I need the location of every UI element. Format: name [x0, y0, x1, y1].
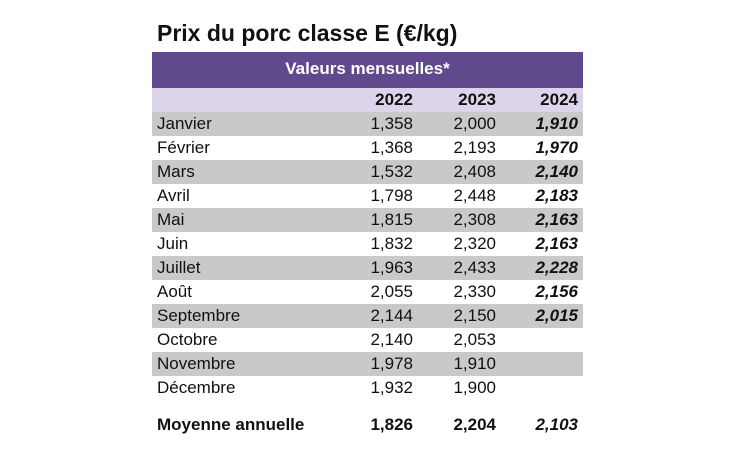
footer-value: 2,103 [535, 415, 578, 434]
month-label: Janvier [157, 114, 212, 133]
value-cell: 2,053 [453, 330, 496, 349]
value-cell: 1,832 [370, 234, 413, 253]
value-cell: 2,140 [370, 330, 413, 349]
value-cell: 1,910 [453, 354, 496, 373]
caption-band [152, 52, 583, 88]
value-cell: 1,368 [370, 138, 413, 157]
row-band [152, 352, 583, 376]
value-cell: 2,433 [453, 258, 496, 277]
column-header: 2022 [375, 90, 413, 109]
row-band [152, 160, 583, 184]
month-label: Octobre [157, 330, 218, 349]
value-cell: 1,932 [370, 378, 413, 397]
value-cell: 1,963 [370, 258, 413, 277]
row-band [152, 256, 583, 280]
month-label: Novembre [157, 354, 236, 373]
value-cell: 1,970 [535, 138, 578, 157]
value-cell: 2,163 [535, 234, 578, 253]
value-cell: 1,358 [370, 114, 413, 133]
value-cell: 1,798 [370, 186, 413, 205]
value-cell: 2,144 [370, 306, 413, 325]
month-label: Août [157, 282, 192, 301]
value-cell: 1,910 [535, 114, 578, 133]
value-cell: 2,408 [453, 162, 496, 181]
title: Prix du porc classe E (€/kg) [157, 20, 458, 46]
footer-value: 1,826 [370, 415, 413, 434]
column-header: 2023 [458, 90, 496, 109]
month-label: Février [157, 138, 210, 157]
value-cell: 1,900 [453, 378, 496, 397]
month-label: Décembre [157, 378, 236, 397]
value-cell: 2,055 [370, 282, 413, 301]
value-cell: 2,308 [453, 210, 496, 229]
value-cell: 2,193 [453, 138, 496, 157]
value-cell: 2,320 [453, 234, 496, 253]
row-band [152, 304, 583, 328]
row-band [152, 112, 583, 136]
value-cell: 2,183 [535, 186, 578, 205]
value-cell: 2,156 [535, 282, 578, 301]
header-band [152, 88, 583, 112]
month-label: Juillet [157, 258, 201, 277]
caption: Valeurs mensuelles* [285, 59, 450, 78]
value-cell: 1,978 [370, 354, 413, 373]
month-label: Septembre [157, 306, 241, 325]
value-cell: 2,015 [535, 306, 578, 325]
value-cell: 2,150 [453, 306, 496, 325]
row-band [152, 208, 583, 232]
month-label: Juin [157, 234, 189, 253]
column-header: 2024 [540, 90, 578, 109]
value-cell: 2,448 [453, 186, 496, 205]
value-cell: 2,163 [535, 210, 578, 229]
footer-value: 2,204 [453, 415, 496, 434]
value-cell: 2,140 [535, 162, 578, 181]
month-label: Mai [157, 210, 185, 229]
value-cell: 1,532 [370, 162, 413, 181]
value-cell: 2,000 [453, 114, 496, 133]
footer-label: Moyenne annuelle [157, 415, 305, 434]
month-label: Avril [157, 186, 190, 205]
value-cell: 2,330 [453, 282, 496, 301]
value-cell: 2,228 [535, 258, 578, 277]
month-label: Mars [157, 162, 195, 181]
value-cell: 1,815 [370, 210, 413, 229]
